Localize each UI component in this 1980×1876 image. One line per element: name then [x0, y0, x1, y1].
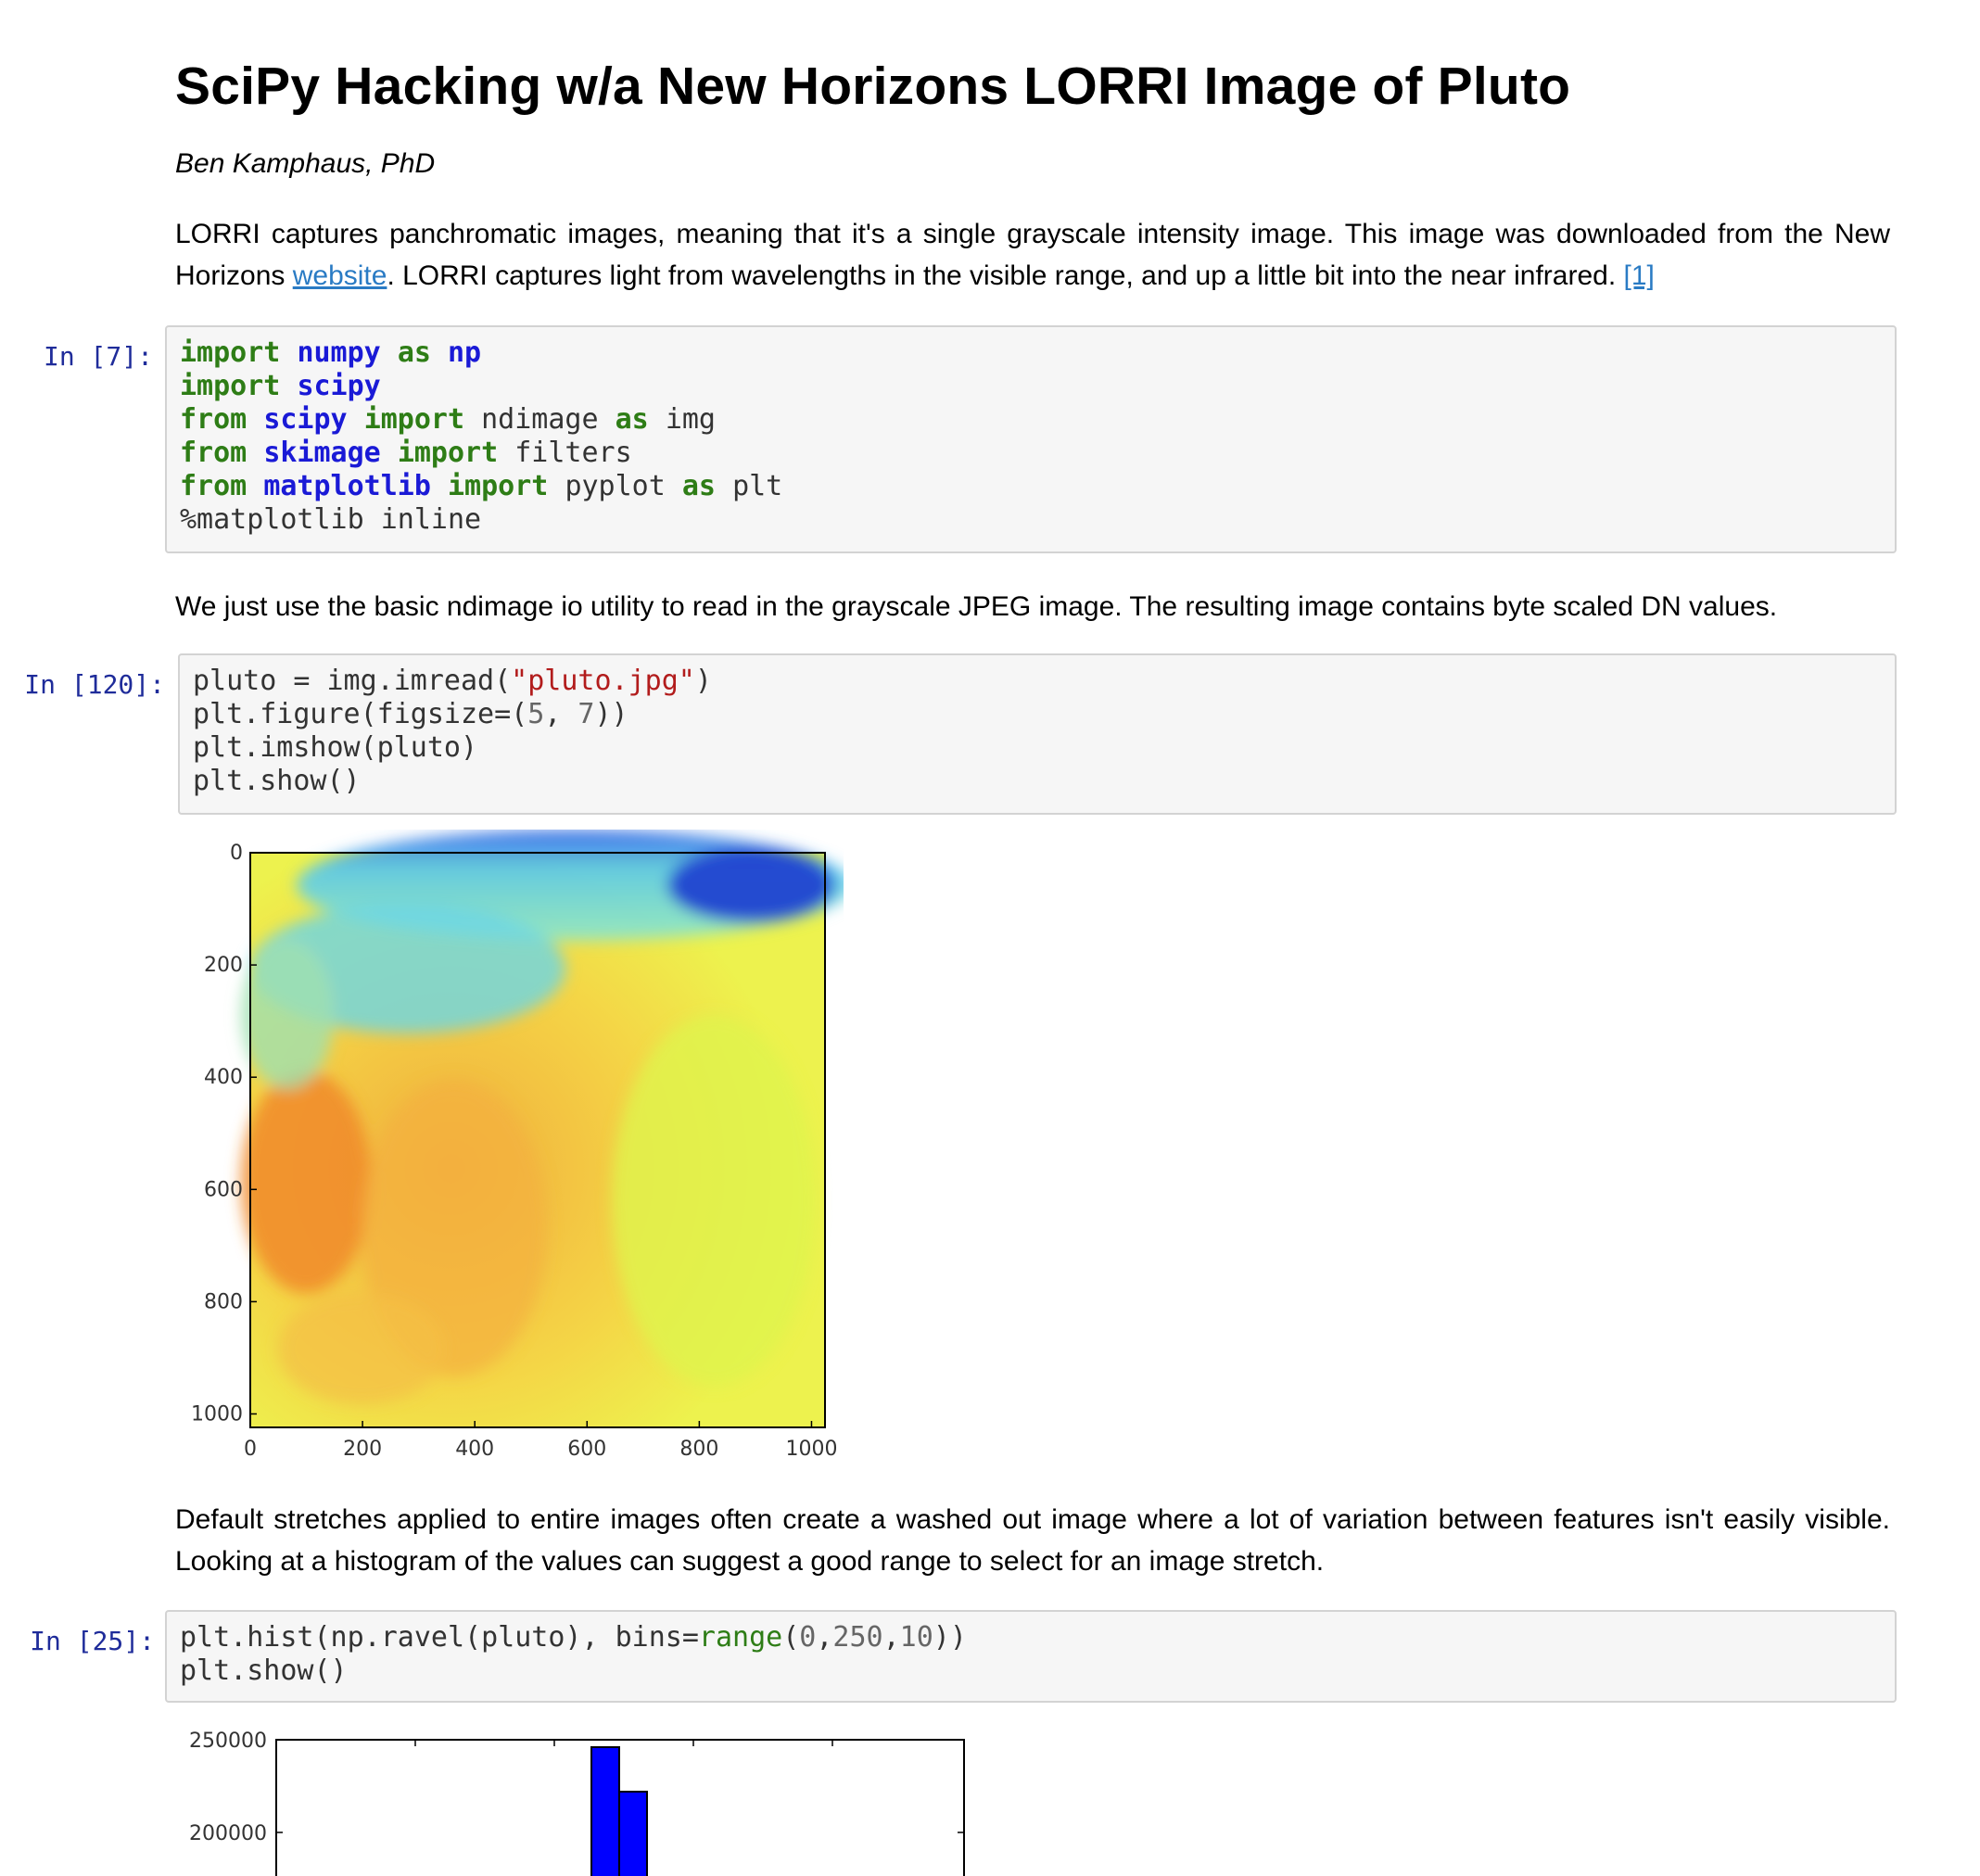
y-tick-label: 0	[230, 842, 243, 865]
image-area	[241, 830, 844, 1428]
code-token: plt.imshow(pluto)	[193, 731, 478, 764]
code-token: import	[180, 336, 298, 369]
code-cell-imports[interactable]: import numpy as np import scipy from scipy…	[165, 325, 1897, 553]
intro-paragraph: LORRI captures panchromatic images, mean…	[175, 213, 1890, 297]
cell-prompt: In [25]:	[30, 1626, 155, 1656]
code-line: pluto = img.imread("pluto.jpg")	[193, 665, 1882, 698]
code-token: range	[698, 1621, 783, 1654]
code-token: 5	[527, 698, 545, 730]
cell-prompt: In [120]:	[24, 669, 165, 700]
code-token: 10	[899, 1621, 933, 1654]
x-tick-label: 200	[343, 1438, 382, 1461]
code-token: ))	[933, 1621, 967, 1654]
code-line: plt.imshow(pluto)	[193, 731, 1882, 765]
code-line: from skimage import filters	[180, 437, 1882, 470]
code-token: np	[448, 336, 482, 369]
y-tick-label: 1000	[191, 1402, 243, 1426]
code-token: ))	[594, 698, 628, 730]
cell-prompt: In [7]:	[43, 341, 153, 372]
histogram-bar	[590, 1746, 620, 1876]
code-token: plt.hist(np.ravel(pluto), bins=	[180, 1621, 699, 1654]
code-token: (	[782, 1621, 800, 1654]
x-tick-label: 800	[679, 1438, 718, 1461]
code-token: from	[180, 437, 264, 469]
code-line: from scipy import ndimage as img	[180, 403, 1882, 437]
x-tick-label: 600	[567, 1438, 606, 1461]
x-tick-label: 0	[244, 1438, 257, 1461]
x-tick-label: 400	[455, 1438, 494, 1461]
code-token: scipy	[263, 403, 364, 436]
code-token: as	[397, 336, 448, 369]
y-tick-label: 600	[204, 1178, 243, 1201]
code-line: import scipy	[180, 370, 1882, 403]
code-line: plt.figure(figsize=(5, 7))	[193, 698, 1882, 731]
code-token: import	[363, 403, 482, 436]
code-line: %matplotlib inline	[180, 503, 1882, 537]
axes-frame	[275, 1739, 965, 1876]
code-token: img	[665, 403, 716, 436]
code-token: ,	[816, 1621, 833, 1654]
read-image-paragraph: We just use the basic ndimage io utility…	[175, 591, 1778, 622]
code-token: ndimage	[481, 403, 616, 436]
code-token: as	[615, 403, 666, 436]
histogram-chart: 250000 200000	[189, 1730, 965, 1876]
code-token: scipy	[297, 370, 381, 402]
code-cell-imshow[interactable]: pluto = img.imread("pluto.jpg") plt.figur…	[178, 653, 1897, 815]
code-line: plt.show()	[193, 765, 1882, 798]
code-token: ,	[544, 698, 578, 730]
code-token: %matplotlib inline	[180, 503, 482, 536]
code-token: from	[180, 470, 264, 502]
intro-text-2: . LORRI captures light from wavelengths …	[387, 260, 1624, 291]
code-line: from matplotlib import pyplot as plt	[180, 470, 1882, 503]
histogram-bar	[618, 1791, 648, 1876]
code-token: plt.show()	[180, 1654, 348, 1687]
x-tick-label: 1000	[785, 1438, 837, 1461]
code-token: 7	[578, 698, 595, 730]
code-token: plt.figure(figsize=(	[193, 698, 528, 730]
code-token: )	[694, 665, 712, 697]
code-token: pyplot	[565, 470, 682, 502]
y-tick-label: 200	[204, 954, 243, 977]
code-token: plt	[732, 470, 783, 502]
code-line: plt.hist(np.ravel(pluto), bins=range(0,2…	[180, 1621, 1882, 1654]
y-tick-label: 800	[204, 1290, 243, 1313]
code-token: pluto = img.imread(	[193, 665, 512, 697]
code-line: import numpy as np	[180, 336, 1882, 370]
y-tick-label: 200000	[189, 1822, 267, 1845]
code-token: matplotlib	[263, 470, 448, 502]
code-token: as	[681, 470, 733, 502]
code-token: import	[180, 370, 298, 402]
code-line: plt.show()	[180, 1654, 1882, 1688]
intro-text-1: LORRI captures panchromatic images, mean…	[175, 219, 1890, 291]
code-token: "pluto.jpg"	[511, 665, 695, 697]
histogram-paragraph: Default stretches applied to entire imag…	[175, 1504, 1890, 1577]
code-token: ,	[882, 1621, 900, 1654]
code-token: import	[448, 470, 565, 502]
code-token: plt.show()	[193, 765, 361, 797]
code-token: import	[397, 437, 515, 469]
code-token: numpy	[297, 336, 398, 369]
y-tick-label: 250000	[189, 1730, 267, 1753]
code-cell-hist[interactable]: plt.hist(np.ravel(pluto), bins=range(0,2…	[165, 1610, 1897, 1703]
reference-link[interactable]: [1]	[1623, 260, 1655, 291]
code-token: from	[180, 403, 264, 436]
y-tick-label: 400	[204, 1066, 243, 1089]
notebook-title: SciPy Hacking w/a New Horizons LORRI Ima…	[175, 57, 1571, 116]
code-token: 250	[832, 1621, 883, 1654]
code-token: 0	[799, 1621, 817, 1654]
author-line: Ben Kamphaus, PhD	[175, 148, 436, 179]
website-link[interactable]: website	[292, 260, 387, 291]
code-token: filters	[514, 437, 632, 469]
code-token: skimage	[263, 437, 398, 469]
